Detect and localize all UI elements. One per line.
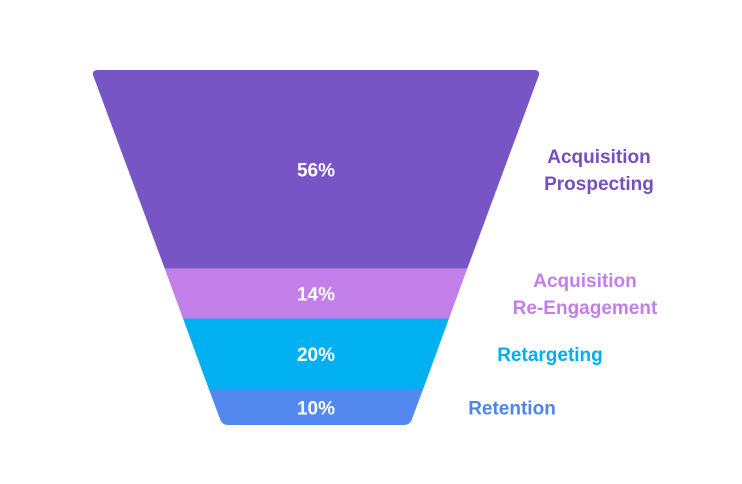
value-label: 10% — [297, 398, 335, 419]
funnel-segment — [92, 70, 540, 269]
category-label: Re-Engagement — [513, 298, 658, 319]
category-label: Retargeting — [497, 345, 603, 366]
category-label: Prospecting — [544, 174, 654, 195]
category-label: Retention — [468, 398, 556, 419]
category-label: Acquisition — [547, 147, 650, 168]
value-label: 56% — [297, 160, 335, 181]
funnel-segment — [209, 389, 423, 425]
funnel-segment — [164, 268, 468, 319]
value-label: 14% — [297, 285, 335, 306]
value-label: 20% — [297, 345, 335, 366]
category-label: Acquisition — [533, 271, 636, 292]
funnel-segment — [183, 318, 449, 390]
